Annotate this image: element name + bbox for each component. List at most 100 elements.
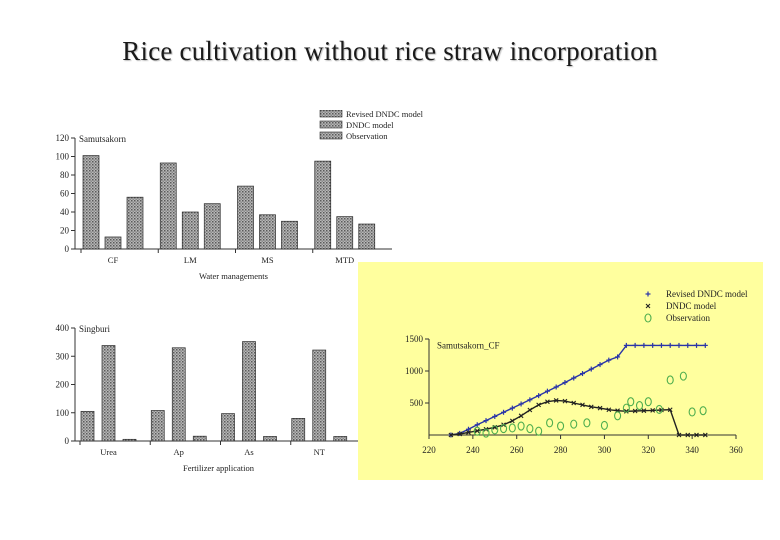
legend-label: DNDC model <box>666 301 717 311</box>
data-point-observation <box>473 426 481 436</box>
bar <box>126 196 144 250</box>
bar-chart-water-management: Samutsakorn 0 20 40 60 80 100 120 CF LM MS MTD Water… <box>56 110 424 281</box>
data-point-dndc <box>641 408 647 414</box>
data-point-observation <box>500 424 508 434</box>
y-tick-label: 1500 <box>405 334 424 344</box>
data-point-revised <box>544 388 550 394</box>
x-tick-label: 260 <box>510 445 524 455</box>
bar <box>263 436 277 442</box>
data-point-dndc <box>457 431 463 437</box>
data-point-dndc <box>623 408 629 414</box>
data-point-observation <box>666 375 674 385</box>
bar <box>82 155 100 250</box>
x-tick-label: 220 <box>422 445 436 455</box>
data-point-revised <box>536 393 542 399</box>
bar <box>80 410 95 442</box>
data-point-revised <box>645 291 651 297</box>
data-point-dndc <box>667 407 673 413</box>
bar <box>181 211 199 250</box>
data-point-revised <box>615 354 621 360</box>
data-point-observation <box>546 418 554 428</box>
data-point-revised <box>658 342 664 348</box>
x-tick-label: CF <box>108 255 119 265</box>
bar <box>259 214 276 250</box>
bar <box>312 349 327 442</box>
data-point-dndc <box>536 402 542 408</box>
data-point-observation <box>600 420 608 430</box>
data-point-revised <box>650 342 656 348</box>
bar <box>171 347 186 442</box>
data-point-revised <box>518 401 524 407</box>
data-point-revised <box>676 342 682 348</box>
y-tick-label: 200 <box>56 380 70 390</box>
x-tick-label: 240 <box>466 445 480 455</box>
y-tick-label: 400 <box>56 323 70 333</box>
data-point-dndc <box>588 404 594 410</box>
data-point-observation <box>583 418 591 428</box>
bar <box>333 436 348 442</box>
y-tick-label: 1000 <box>405 366 424 376</box>
x-tick-label: MTD <box>335 255 354 265</box>
y-tick-label: 40 <box>60 207 70 217</box>
data-point-observation <box>508 423 516 433</box>
data-point-dndc <box>509 418 515 424</box>
data-point-revised <box>527 397 533 403</box>
data-point-observation <box>622 403 630 413</box>
y-tick-label: 100 <box>56 152 70 162</box>
data-point-observation <box>688 407 696 417</box>
y-tick-label: 100 <box>56 408 70 418</box>
line-chart-cumulative: 500 1000 1500 220 240 260 280 300 320 340 360 Samut… <box>358 262 763 480</box>
data-point-revised <box>553 384 559 390</box>
y-tick-label: 120 <box>56 133 70 143</box>
x-tick-label: 280 <box>554 445 568 455</box>
bar <box>192 435 207 442</box>
data-point-observation <box>655 404 663 414</box>
data-point-revised <box>588 366 594 372</box>
data-point-revised <box>509 405 515 411</box>
x-tick-label: MS <box>261 255 274 265</box>
data-point-revised <box>580 371 585 377</box>
data-point-revised <box>597 362 603 368</box>
x-tick-label: LM <box>184 255 197 265</box>
bar <box>237 185 254 250</box>
data-point-observation <box>570 419 578 429</box>
data-point-observation <box>699 406 707 416</box>
data-point-dndc <box>518 413 524 419</box>
bar <box>159 162 177 250</box>
data-point-dndc <box>685 432 691 438</box>
legend-swatch <box>319 131 343 140</box>
x-tick-label: Urea <box>100 447 117 457</box>
legend-swatch <box>319 120 343 129</box>
data-point-observation <box>679 371 687 381</box>
x-tick-label: As <box>244 447 253 457</box>
legend-label: Revised DNDC model <box>666 289 748 299</box>
bar <box>291 418 306 442</box>
chart-title: Singburi <box>79 324 111 334</box>
data-point-revised <box>623 342 629 348</box>
data-point-observation <box>614 411 622 421</box>
data-point-dndc <box>562 398 568 404</box>
data-point-dndc <box>474 428 480 434</box>
bar <box>104 236 122 250</box>
data-point-revised <box>685 342 691 348</box>
bar <box>336 216 354 250</box>
x-tick-label: NT <box>314 447 326 457</box>
y-tick-label: 300 <box>56 351 70 361</box>
data-point-revised <box>492 413 498 419</box>
x-axis-label: Fertilizer application <box>183 463 255 473</box>
x-tick-label: 320 <box>642 445 656 455</box>
bar-chart-fertilizer-application: Singburi 0 100 200 300 400 Urea Ap As NT Fertilize… <box>56 323 362 473</box>
data-point-dndc <box>606 407 612 413</box>
bar <box>101 345 116 442</box>
bar <box>242 341 256 442</box>
bar <box>221 413 235 442</box>
legend-swatch <box>319 110 343 118</box>
data-point-revised <box>667 342 673 348</box>
chart-title: Samutsakorn_CF <box>437 340 500 350</box>
bar <box>358 223 376 250</box>
y-tick-label: 80 <box>60 170 70 180</box>
y-tick-label: 500 <box>410 398 424 408</box>
y-tick-label: 60 <box>60 189 70 199</box>
y-tick-label: 0 <box>65 436 70 446</box>
bar <box>314 160 332 250</box>
